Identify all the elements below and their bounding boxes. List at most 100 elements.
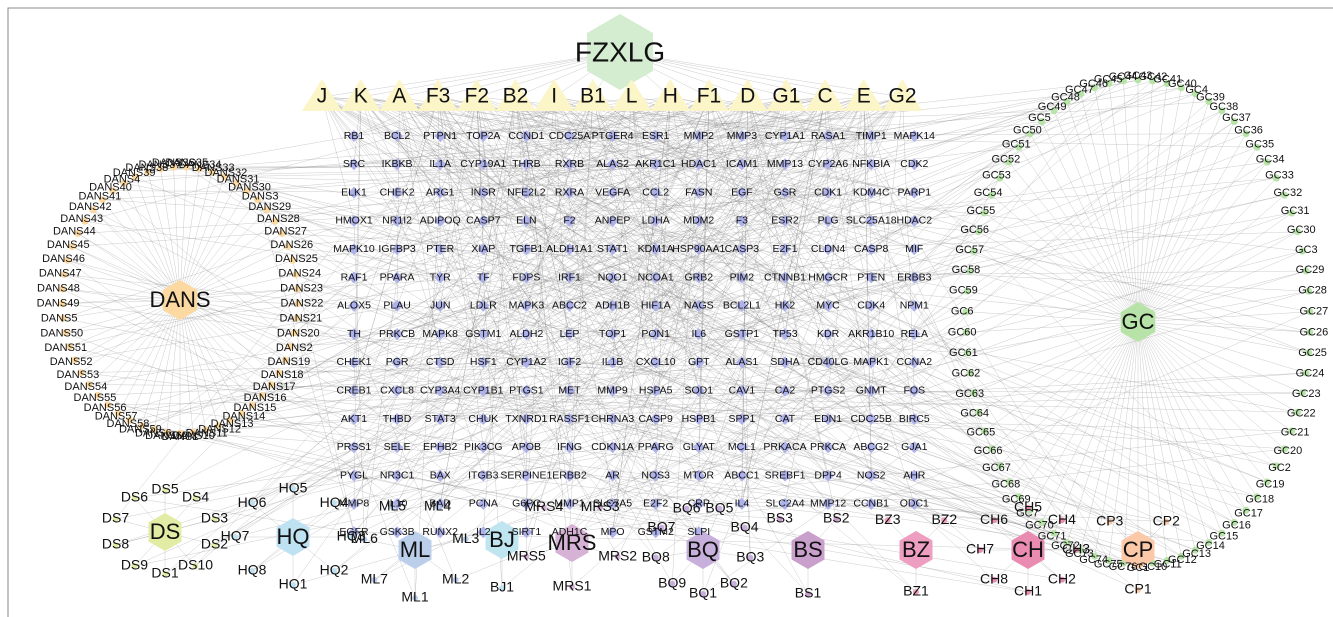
dans-member-node	[253, 196, 261, 204]
dans-member-node	[293, 314, 301, 322]
edge	[698, 96, 710, 476]
edge	[353, 135, 917, 593]
edge	[134, 418, 699, 499]
edge	[526, 96, 555, 504]
edge	[698, 220, 1182, 557]
target-node	[692, 243, 705, 256]
edge	[741, 390, 1009, 483]
gc-member-label: GC36	[1234, 125, 1263, 137]
target-node	[520, 214, 533, 227]
target-node	[735, 328, 748, 341]
herb-node	[805, 79, 846, 111]
gc-member-node	[1005, 158, 1013, 166]
target-label: THBD	[383, 413, 412, 425]
target-label: CYP1A2	[506, 356, 546, 368]
edge	[476, 96, 484, 221]
target-label: TH	[347, 328, 361, 340]
edge	[392, 447, 441, 507]
herb-label: A	[392, 85, 406, 108]
group-member-node	[805, 591, 811, 597]
group-member-label: HQ8	[238, 562, 267, 578]
target-node	[822, 356, 835, 369]
gc-member-node	[1294, 408, 1302, 416]
herb-node	[456, 79, 497, 111]
group-member-label: HQ3	[337, 528, 366, 544]
target-node	[822, 384, 835, 397]
group-member-label: ML7	[361, 571, 388, 587]
edge	[966, 321, 1139, 333]
herb-node	[418, 79, 459, 111]
gc-member-node	[1288, 209, 1296, 217]
edge	[741, 177, 1277, 278]
target-node	[735, 158, 748, 171]
group-member-label: MRS4	[524, 498, 563, 514]
group-member-label: HQ7	[221, 528, 250, 544]
edge	[353, 96, 361, 504]
dans-member-node	[62, 329, 70, 337]
herb-node	[843, 79, 884, 111]
gc-member-node	[1191, 90, 1199, 98]
gc-member-label: GC16	[1222, 520, 1251, 532]
dans-member-label: DANS22	[281, 298, 324, 310]
target-label: ABCC2	[552, 300, 587, 312]
group-member-node	[1058, 576, 1065, 583]
edge	[612, 333, 968, 353]
edge	[397, 194, 1285, 391]
edge	[399, 96, 527, 250]
target-label: CHEK1	[336, 356, 371, 368]
gc-member-node	[1263, 478, 1271, 486]
target-node	[477, 469, 490, 482]
edge	[440, 135, 1235, 523]
gc-member-node	[1306, 308, 1314, 316]
edge	[600, 192, 786, 508]
edge	[440, 101, 1068, 363]
target-label: TF	[477, 271, 490, 283]
edge	[592, 96, 872, 363]
edge	[1137, 321, 1153, 564]
target-node	[477, 271, 490, 284]
target-node	[649, 384, 662, 397]
edge	[64, 274, 872, 363]
edge	[569, 96, 787, 306]
edge	[84, 221, 613, 306]
edge	[397, 101, 1068, 278]
target-node	[606, 497, 619, 510]
target-label: HDAC2	[897, 215, 933, 227]
edge	[670, 96, 699, 250]
gc-member-node	[1306, 328, 1314, 336]
gc-member-label: GC6	[951, 305, 974, 317]
group-member-label: DS1	[151, 565, 178, 581]
edge	[179, 299, 279, 373]
edge	[102, 199, 181, 301]
dans-member-label: DANS34	[179, 159, 222, 171]
gc-member-label: GC11	[1154, 558, 1182, 570]
target-node	[649, 158, 662, 171]
target-label: PIM2	[730, 271, 755, 283]
edge	[902, 96, 915, 391]
target-label: CCND1	[508, 130, 544, 142]
target-node	[692, 469, 705, 482]
edge	[251, 135, 829, 572]
target-label: GPT	[688, 356, 710, 368]
edge	[1108, 83, 1139, 323]
target-label: CCNB1	[853, 498, 889, 510]
edge	[569, 96, 903, 533]
gc-member-node	[1272, 174, 1280, 182]
target-label: FDPS	[512, 271, 540, 283]
edge	[1137, 161, 1268, 323]
gc-member-label: GC19	[1256, 478, 1285, 490]
edge	[438, 96, 786, 165]
group-member-node	[977, 547, 983, 553]
edge	[784, 177, 1000, 420]
edge	[483, 96, 516, 335]
target-label: PPARA	[380, 271, 415, 283]
edge	[321, 51, 621, 98]
gc-member-node	[1242, 506, 1250, 514]
target-label: HIF1A	[641, 300, 671, 312]
edge	[118, 299, 181, 414]
edge	[871, 390, 1209, 543]
gc-member-node	[1263, 158, 1271, 166]
edge	[569, 270, 1307, 278]
edge	[612, 96, 826, 363]
target-node	[779, 469, 791, 482]
